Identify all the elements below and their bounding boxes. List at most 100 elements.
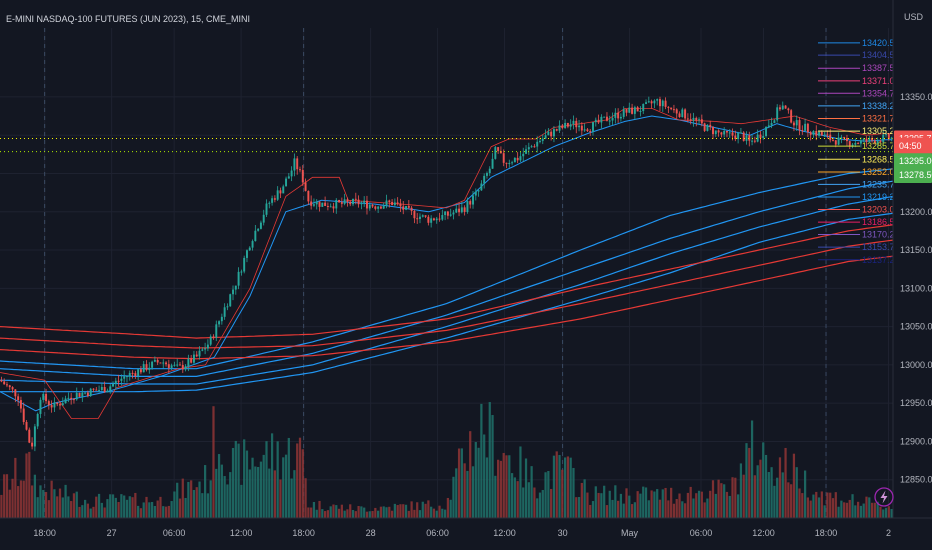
volume-bar bbox=[603, 485, 606, 518]
candle bbox=[432, 218, 435, 221]
volume-bar bbox=[778, 457, 782, 518]
volume-bar bbox=[795, 467, 798, 518]
candle bbox=[393, 202, 396, 206]
candle bbox=[198, 350, 201, 357]
volume-bar bbox=[28, 451, 31, 518]
time-tick-label: 18:00 bbox=[815, 528, 838, 538]
volume-bar bbox=[831, 498, 835, 518]
candle bbox=[271, 198, 274, 203]
volume-bar bbox=[268, 468, 271, 518]
candle bbox=[809, 132, 812, 135]
candle bbox=[407, 206, 410, 208]
time-tick-label: 06:00 bbox=[426, 528, 449, 538]
volume-bar bbox=[890, 509, 893, 518]
volume-bar bbox=[689, 486, 692, 518]
candle bbox=[700, 119, 703, 124]
price-tag bbox=[894, 167, 932, 183]
candle bbox=[558, 125, 561, 131]
volume-bar bbox=[851, 494, 854, 518]
volume-bar bbox=[742, 474, 745, 518]
volume-bar bbox=[290, 478, 293, 518]
volume-bar bbox=[488, 402, 491, 518]
volume-bar bbox=[365, 511, 369, 518]
volume-bar bbox=[466, 470, 469, 518]
candle bbox=[145, 364, 148, 371]
volume-bar bbox=[555, 451, 558, 518]
candle bbox=[709, 124, 712, 128]
volume-bar bbox=[605, 505, 609, 518]
series-line bbox=[0, 255, 894, 360]
candle bbox=[550, 131, 553, 137]
volume-bar bbox=[198, 481, 201, 518]
candle bbox=[675, 109, 678, 114]
volume-bar bbox=[633, 502, 636, 518]
candle bbox=[229, 294, 232, 307]
volume-bar bbox=[195, 487, 198, 518]
candle bbox=[890, 137, 893, 140]
candle bbox=[64, 398, 67, 404]
volume-bar bbox=[790, 484, 793, 518]
candle bbox=[458, 208, 461, 213]
volume-bar bbox=[340, 504, 343, 518]
volume-bar bbox=[86, 503, 90, 518]
volume-bar bbox=[293, 470, 296, 518]
candle bbox=[770, 122, 773, 126]
volume-bar bbox=[184, 497, 187, 518]
level-label: 13203.00 bbox=[862, 204, 900, 214]
candle bbox=[756, 134, 759, 142]
volume-bar bbox=[550, 488, 553, 518]
candle bbox=[75, 392, 78, 400]
candle bbox=[53, 402, 56, 408]
volume-bar bbox=[614, 485, 617, 518]
volume-bar bbox=[404, 504, 408, 518]
volume-bar bbox=[382, 506, 385, 518]
lightning-icon[interactable] bbox=[874, 487, 894, 507]
price-tick-label: 12850.00 bbox=[900, 475, 932, 485]
volume-bar bbox=[212, 406, 215, 518]
candle bbox=[368, 204, 371, 209]
candle bbox=[843, 136, 846, 138]
candle bbox=[887, 133, 890, 140]
level-label: 13153.75 bbox=[862, 242, 900, 252]
candle bbox=[656, 99, 659, 101]
price-tag bbox=[894, 153, 932, 170]
volume-bar bbox=[639, 493, 642, 518]
candle bbox=[72, 399, 75, 401]
volume-bar bbox=[39, 485, 42, 518]
candle bbox=[745, 135, 748, 141]
volume-bar bbox=[792, 453, 796, 518]
candle bbox=[483, 175, 486, 184]
candle bbox=[767, 125, 770, 127]
candle bbox=[162, 362, 165, 364]
volume-bar bbox=[11, 478, 14, 518]
volume-bar bbox=[262, 454, 265, 518]
volume-bar bbox=[0, 494, 3, 518]
candle bbox=[661, 100, 664, 107]
price-axis[interactable]: 13350.0013300.0013250.0013200.0013150.00… bbox=[892, 0, 932, 550]
candle bbox=[603, 116, 606, 118]
candle bbox=[868, 137, 871, 142]
candle bbox=[681, 109, 684, 117]
volume-bar bbox=[502, 452, 505, 518]
volume-bar bbox=[558, 454, 561, 518]
series-line bbox=[0, 212, 894, 393]
candle bbox=[307, 190, 310, 202]
candle bbox=[639, 111, 642, 113]
volume-bar bbox=[815, 491, 818, 518]
volume-bar bbox=[123, 495, 126, 518]
volume-bar bbox=[653, 491, 656, 518]
volume-bar bbox=[762, 442, 765, 518]
time-axis[interactable]: 18:00 27 06:00 12:00 18:00 28 06:00 12:00 30 May 0… bbox=[0, 517, 932, 538]
volume-bar bbox=[457, 448, 461, 518]
candle bbox=[139, 369, 142, 373]
candle bbox=[784, 105, 787, 109]
volume-bar bbox=[675, 499, 678, 518]
volume-bar bbox=[865, 496, 868, 518]
candle bbox=[218, 321, 221, 325]
volume-bar bbox=[505, 455, 508, 518]
candle bbox=[575, 120, 578, 128]
volume-bar bbox=[840, 500, 843, 518]
candle bbox=[424, 215, 427, 217]
volume-bar bbox=[209, 480, 212, 518]
